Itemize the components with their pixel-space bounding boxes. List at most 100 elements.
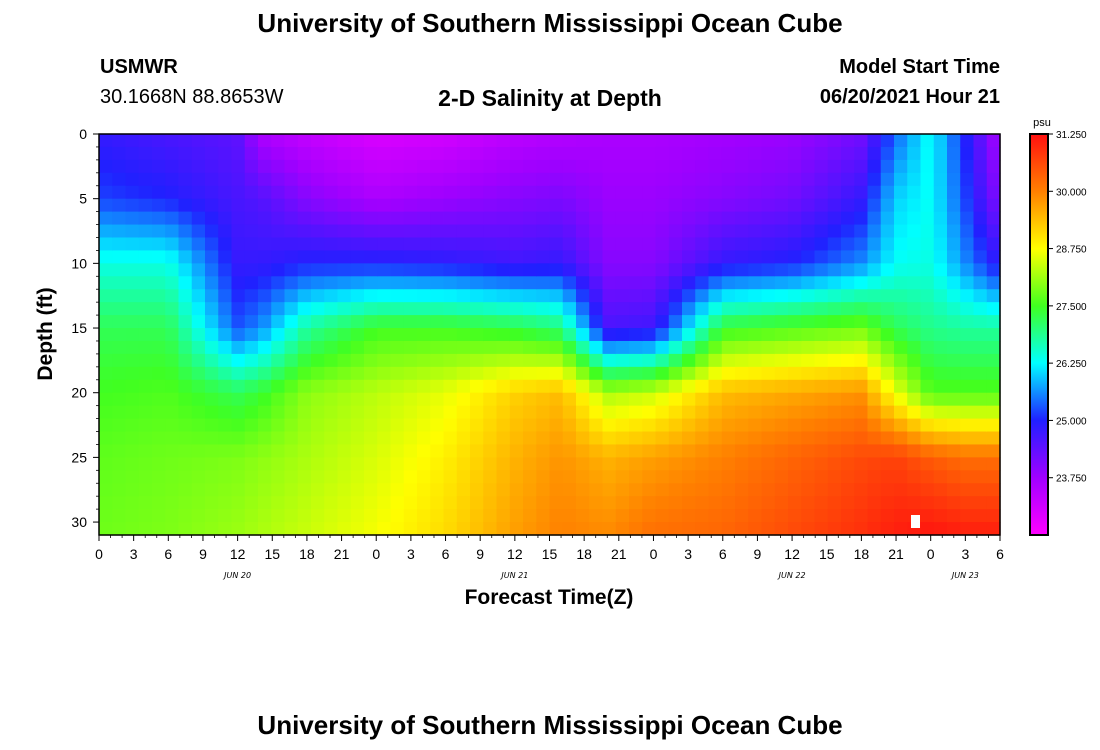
heatmap-cell [271,444,286,458]
heatmap-cell [258,340,272,355]
heatmap-cell [443,328,458,342]
heatmap-cell [390,146,405,161]
heatmap-cell [377,340,392,355]
heatmap-cell [841,366,855,381]
heatmap-cell [986,405,1001,420]
heatmap-cell [748,509,763,523]
heatmap-cell [152,509,166,523]
heatmap-cell [682,379,696,394]
heatmap-cell [430,276,445,290]
heatmap-cell [456,522,471,536]
heatmap-cell [947,470,961,484]
heatmap-cell [589,159,604,174]
heatmap-cell [682,237,696,252]
heatmap-cell [721,483,736,497]
heatmap-cell [403,315,418,329]
heatmap-cell [496,522,511,536]
heatmap-cell [986,509,1001,523]
heatmap-cell [814,289,829,303]
heatmap-cell [748,302,763,316]
heatmap-cell [655,276,670,290]
heatmap-cell [417,302,431,316]
heatmap-cell [748,431,763,446]
heatmap-cell [549,185,564,200]
heatmap-cell [297,340,312,355]
heatmap-cell [880,496,895,510]
heatmap-cell [324,379,339,394]
heatmap-cell [907,392,922,407]
heatmap-cell [549,418,564,433]
heatmap-cell [483,198,498,213]
heatmap-cell [191,379,206,394]
heatmap-cell [721,315,736,329]
heatmap-cell [390,496,405,510]
heatmap-cell [509,509,524,523]
heatmap-cell [244,146,259,161]
heatmap-cell [297,509,312,523]
heatmap-cell [311,522,325,536]
heatmap-cell [562,470,577,484]
heatmap-cell [735,444,749,458]
heatmap-cell [138,405,153,420]
heatmap-cell [814,134,829,148]
heatmap-cell [708,289,723,303]
heatmap-cell [403,431,418,446]
heatmap-cell [430,444,445,458]
heatmap-cell [615,483,630,497]
heatmap-cell [191,444,206,458]
heatmap-cell [947,250,961,264]
heatmap-cell [894,457,908,471]
heatmap-cell [258,496,272,510]
heatmap-cell [152,496,166,510]
heatmap-cell [191,431,206,446]
heatmap-cell [920,328,935,342]
heatmap-cell [668,302,683,316]
heatmap-cell [99,134,113,148]
heatmap-cell [549,509,564,523]
heatmap-cell [244,340,259,355]
heatmap-cell [814,470,829,484]
heatmap-cell [735,496,749,510]
heatmap-cell [827,353,842,368]
heatmap-cell [721,444,736,458]
heatmap-cell [443,457,458,471]
heatmap-cell [708,224,723,239]
heatmap-cell [894,237,908,252]
heatmap-cell [218,522,233,536]
heatmap-cell [655,379,670,394]
heatmap-cell [668,470,683,484]
heatmap-cell [576,224,590,239]
x-tick-label: 6 [164,546,172,562]
heatmap-cell [364,224,378,239]
heatmap-cell [748,250,763,264]
heatmap-cell [364,470,378,484]
heatmap-cell [642,340,657,355]
heatmap-cell [695,418,710,433]
heatmap-cell [284,353,299,368]
heatmap-cell [947,289,961,303]
heatmap-cell [284,418,299,433]
heatmap-cell [324,457,339,471]
heatmap-cell [668,431,683,446]
heatmap-cell [549,159,564,174]
heatmap-cell [430,146,445,161]
heatmap-cell [483,224,498,239]
heatmap-cell [496,444,511,458]
heatmap-cell [668,289,683,303]
heatmap-cell [642,405,657,420]
heatmap-cell [112,405,127,420]
heatmap-cell [549,366,564,381]
heatmap-cell [721,340,736,355]
x-tick-label: 6 [996,546,1004,562]
x-tick-label: 12 [507,546,523,562]
heatmap-cell [297,172,312,187]
heatmap-cell [615,431,630,446]
heatmap-cell [708,431,723,446]
heatmap-cell [125,224,140,239]
heatmap-cell [894,159,908,174]
heatmap-cell [390,457,405,471]
heatmap-cell [788,263,802,277]
heatmap-cell [456,211,471,226]
heatmap-cell [205,315,219,329]
heatmap-cell [191,353,206,368]
